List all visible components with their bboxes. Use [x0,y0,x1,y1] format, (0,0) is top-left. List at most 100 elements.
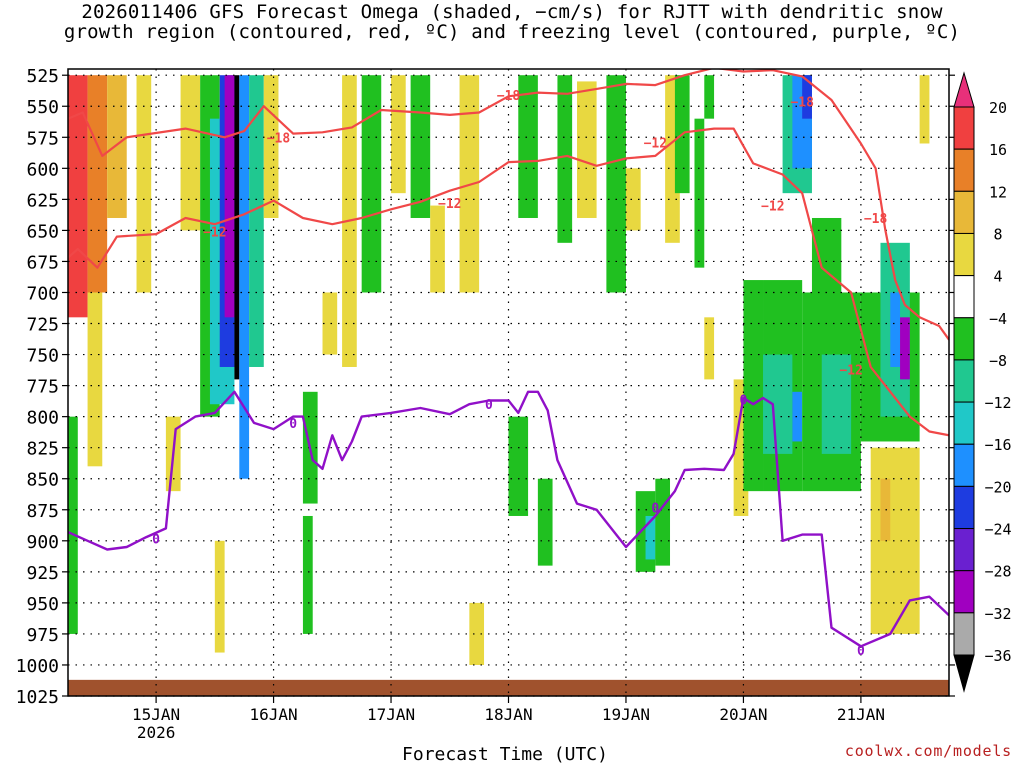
y-tick-label: 675 [26,252,59,273]
x-tick-label: 16JAN [249,705,297,724]
omega-cell [68,416,78,634]
y-tick-label: 650 [26,221,59,242]
colorbar-segment [953,190,975,234]
omega-cell [704,317,715,380]
colorbar-segment [953,317,975,361]
omega-cell [625,168,641,231]
omega-cell [263,75,279,218]
omega-cell [249,75,264,367]
contour-label: −18 [497,89,521,104]
contour-label: 0 [485,398,493,413]
contour-label: −18 [864,212,888,227]
omega-cell [900,317,910,380]
x-tick-label: 17JAN [367,705,415,724]
contour-layer: −18 −18 −18 −18 −12 −12 −12 −12 −12 0 0 0 0 0 0 [68,69,949,659]
y-tick-label: 1000 [16,656,59,677]
y-tick-label: 850 [26,470,59,491]
contour-label: 0 [740,393,748,408]
omega-cell [361,75,382,293]
y-tick-label: 825 [26,439,59,460]
omega-cell [87,75,108,293]
colorbar-label: −4 [989,310,1007,328]
omega-cell [391,75,406,194]
omega-cell [645,515,656,560]
omega-cell [234,75,240,380]
colorbar-label: −24 [984,521,1011,539]
chart-title-line2: growth region (contoured, red, ºC) and f… [63,21,961,43]
colorbar-segment [953,612,975,656]
omega-cell [224,75,235,318]
colorbar-segment [953,528,975,572]
omega-cell [239,75,250,479]
chart-title-line1: 2026011406 GFS Forecast Omega (shaded, −… [81,1,943,23]
omega-cell [890,292,901,367]
omega-cell [107,75,127,218]
terrain-layer [68,679,949,696]
y-tick-label: 700 [26,283,59,304]
colorbar-segment [953,232,975,277]
freezing-level-contour [68,390,949,648]
y-tick-label: 925 [26,563,59,584]
omega-cell [68,75,88,318]
contour-label: 0 [152,532,160,547]
omega-cell [180,75,201,231]
omega-cell [880,478,891,541]
contour-label: 0 [289,417,297,432]
colorbar-label: −32 [984,605,1011,623]
colorbar-label: −28 [984,563,1011,581]
colorbar-segment [953,443,975,487]
terrain-fill [68,679,949,696]
y-tick-label: 725 [26,315,59,336]
omega-cell [821,354,852,454]
dendritic-contour [68,69,949,341]
omega-cell [704,75,715,119]
contour-label: 0 [651,501,659,516]
x-tick-sublabel: 2026 [137,723,176,742]
y-tick-label: 775 [26,377,59,398]
omega-cell [919,75,930,144]
contour-label: −12 [644,136,667,151]
axes-layer: 525 550 575 600 625 650 675 700 725 750 775 800 825 8… [16,66,955,742]
omega-cell [792,391,803,442]
omega-cell [136,75,152,293]
y-tick-label: 800 [26,408,59,429]
colorbar-label: −20 [984,478,1011,496]
colorbar-label: −12 [984,394,1011,412]
contour-label: −18 [267,131,291,146]
colorbar-segment [953,359,975,403]
contour-label: 0 [857,644,865,659]
colorbar-label: 8 [993,225,1002,243]
colorbar-segment [953,148,975,192]
contour-label: −12 [839,363,862,378]
x-tick-label: 21JAN [837,705,885,724]
x-tick-label: 15JAN [132,705,180,724]
credit-text: coolwx.com/models [844,742,1012,760]
colorbar-label: −8 [989,352,1007,370]
omega-cell [694,118,705,268]
x-tick-label: 20JAN [719,705,767,724]
omega-cell [508,416,529,516]
y-tick-label: 750 [26,346,59,367]
omega-cell [606,75,626,293]
omega-cell [430,205,445,293]
contour-label: −12 [438,197,461,212]
contour-label: −12 [761,200,784,215]
colorbar-label: −36 [984,647,1011,665]
omega-cell [557,75,573,243]
x-axis-label: Forecast Time (UTC) [402,744,608,765]
colorbar-top-triangle [953,71,975,108]
colorbar-segment [953,401,975,445]
y-tick-label: 575 [26,128,59,149]
y-tick-label: 975 [26,625,59,646]
colorbar-segment [953,106,975,150]
y-tick-label: 525 [26,66,59,87]
omega-cell [469,602,485,665]
y-tick-label: 875 [26,501,59,522]
omega-cell [763,354,793,454]
y-tick-label: 625 [26,190,59,211]
omega-cell [518,75,538,218]
omega-cell [214,540,225,653]
chart-title: 2026011406 GFS Forecast Omega (shaded, −… [0,2,1024,42]
colorbar-bottom-triangle [953,654,975,693]
